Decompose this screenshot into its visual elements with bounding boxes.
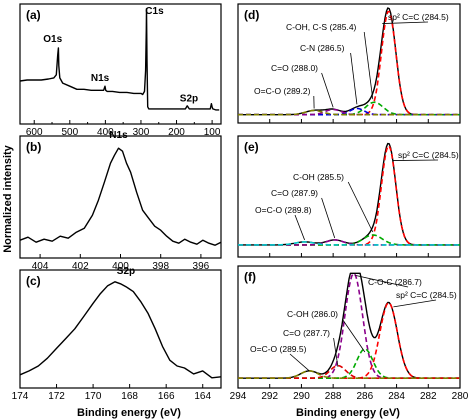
annotation-leader (333, 337, 339, 367)
x-tick-label: 286 (357, 391, 374, 402)
annotation-leader (382, 21, 429, 24)
peak-annotation: sp² C=C (284.5) (396, 290, 457, 300)
fitted-peak-line (238, 109, 460, 116)
x-tick-label: 164 (194, 391, 211, 402)
panel-b-n1s: 404 402 400 398 396 (b) N1s (19, 130, 222, 272)
peak-annotation: O1s (43, 34, 62, 45)
fitted-peak-line (238, 241, 460, 246)
peak-annotation: C=O (287.7) (283, 328, 330, 338)
panel-frame (19, 135, 222, 259)
fitted-peak-line (238, 302, 460, 379)
peak-annotation: C-OH, C-S (285.4) (286, 22, 357, 32)
annotation-leader (294, 214, 305, 241)
x-tick-label: 166 (158, 391, 175, 402)
x-tick-label: 200 (168, 127, 185, 138)
peak-annotation: sp² C=C (284.5) (398, 150, 459, 160)
fitted-peak-line (238, 101, 460, 116)
x-tick-label: 288 (325, 391, 342, 402)
panel-frame (19, 3, 222, 125)
panel-label: (d) (244, 8, 259, 22)
annotation-leader (289, 353, 310, 372)
x-tick-label: 100 (204, 127, 221, 138)
panel-label: (f) (244, 270, 256, 284)
peak-annotation: C-N (286.5) (300, 43, 345, 53)
fitted-peak-line (238, 364, 460, 379)
peak-annotation: sp² C=C (284.5) (388, 12, 449, 22)
x-tick-label: 170 (85, 391, 102, 402)
peak-annotation: C-OH (286.0) (287, 309, 338, 319)
panel-a-survey: 600 500 400 300 200 100 (a) O1s N1s C1s S2p (19, 3, 222, 138)
x-axis-label-right: Binding energy (eV) (296, 407, 400, 419)
x-axis-label-left: Binding energy (eV) (77, 407, 181, 419)
spectrum-line (19, 8, 220, 111)
panel-e-c1s: (e) sp² C=C (284.5) C-OH (285.5) C=O (287.9… (237, 135, 461, 258)
annotation-leader (350, 52, 358, 105)
panel-c-s2p: 174 172 170 168 166 164 (c) S2p (12, 266, 222, 402)
x-tick-label: 282 (420, 391, 437, 402)
x-tick-label: 174 (12, 391, 29, 402)
peak-annotation: N1s (91, 73, 110, 84)
panel-label: (b) (26, 140, 41, 154)
x-tick-label: 398 (152, 261, 169, 272)
peak-annotation: O=C-O (289.8) (255, 205, 312, 215)
panel-f-c1s: 294 292 290 288 286 284 282 280 (f) C-O-C (286.7)… (230, 265, 469, 402)
panel-frame (237, 3, 461, 124)
panel-d-c1s: (d) sp² C=C (284.5) C-OH, C-S (285.4) C-N (… (237, 3, 461, 124)
panel-frame (19, 269, 222, 389)
annotation-leader (393, 299, 437, 308)
x-tick-label: 280 (452, 391, 469, 402)
spectrum-line (19, 281, 222, 379)
y-axis-label: Normalized intensity (2, 145, 14, 253)
fitted-peak-line (238, 370, 460, 379)
spectrum-line (19, 147, 222, 246)
x-tick-label: 500 (61, 127, 78, 138)
peak-annotation: O=C-O (289.2) (254, 86, 311, 96)
x-tick-label: 168 (121, 391, 138, 402)
peak-annotation: S2p (117, 266, 135, 277)
x-tick-label: 400 (97, 127, 114, 138)
x-tick-label: 172 (48, 391, 65, 402)
peak-annotation: C=O (287.9) (271, 188, 318, 198)
panel-label: (e) (244, 140, 259, 154)
peak-annotation: C-OH (285.5) (293, 172, 344, 182)
peak-annotation: S2p (180, 94, 198, 105)
panel-frame (237, 135, 461, 258)
x-tick-label: 404 (32, 261, 49, 272)
x-tick-label: 396 (193, 261, 210, 272)
x-tick-label: 294 (230, 391, 247, 402)
peak-annotation: C=O (288.0) (271, 63, 318, 73)
annotation-leader (347, 181, 374, 233)
panel-label: (c) (26, 274, 41, 288)
annotation-leader (321, 197, 336, 239)
peak-annotation: O=C-O (289.5) (250, 344, 307, 354)
peak-annotation: C1s (145, 6, 164, 17)
panel-frame (237, 265, 461, 389)
x-tick-label: 600 (26, 127, 43, 138)
x-tick-label: 292 (261, 391, 278, 402)
annotation-leader (321, 72, 334, 108)
x-tick-label: 400 (112, 261, 129, 272)
annotation-leader (393, 159, 439, 161)
x-tick-label: 300 (133, 127, 150, 138)
annotation-leader (341, 318, 366, 353)
annotation-leader (363, 31, 374, 100)
panel-label: (a) (26, 8, 41, 22)
annotation-leader (355, 275, 409, 288)
peak-annotation: N1s (109, 130, 128, 141)
x-tick-label: 284 (388, 391, 405, 402)
peak-annotation: C-O-C (286.7) (368, 277, 422, 287)
x-tick-label: 290 (293, 391, 310, 402)
x-tick-label: 402 (72, 261, 89, 272)
